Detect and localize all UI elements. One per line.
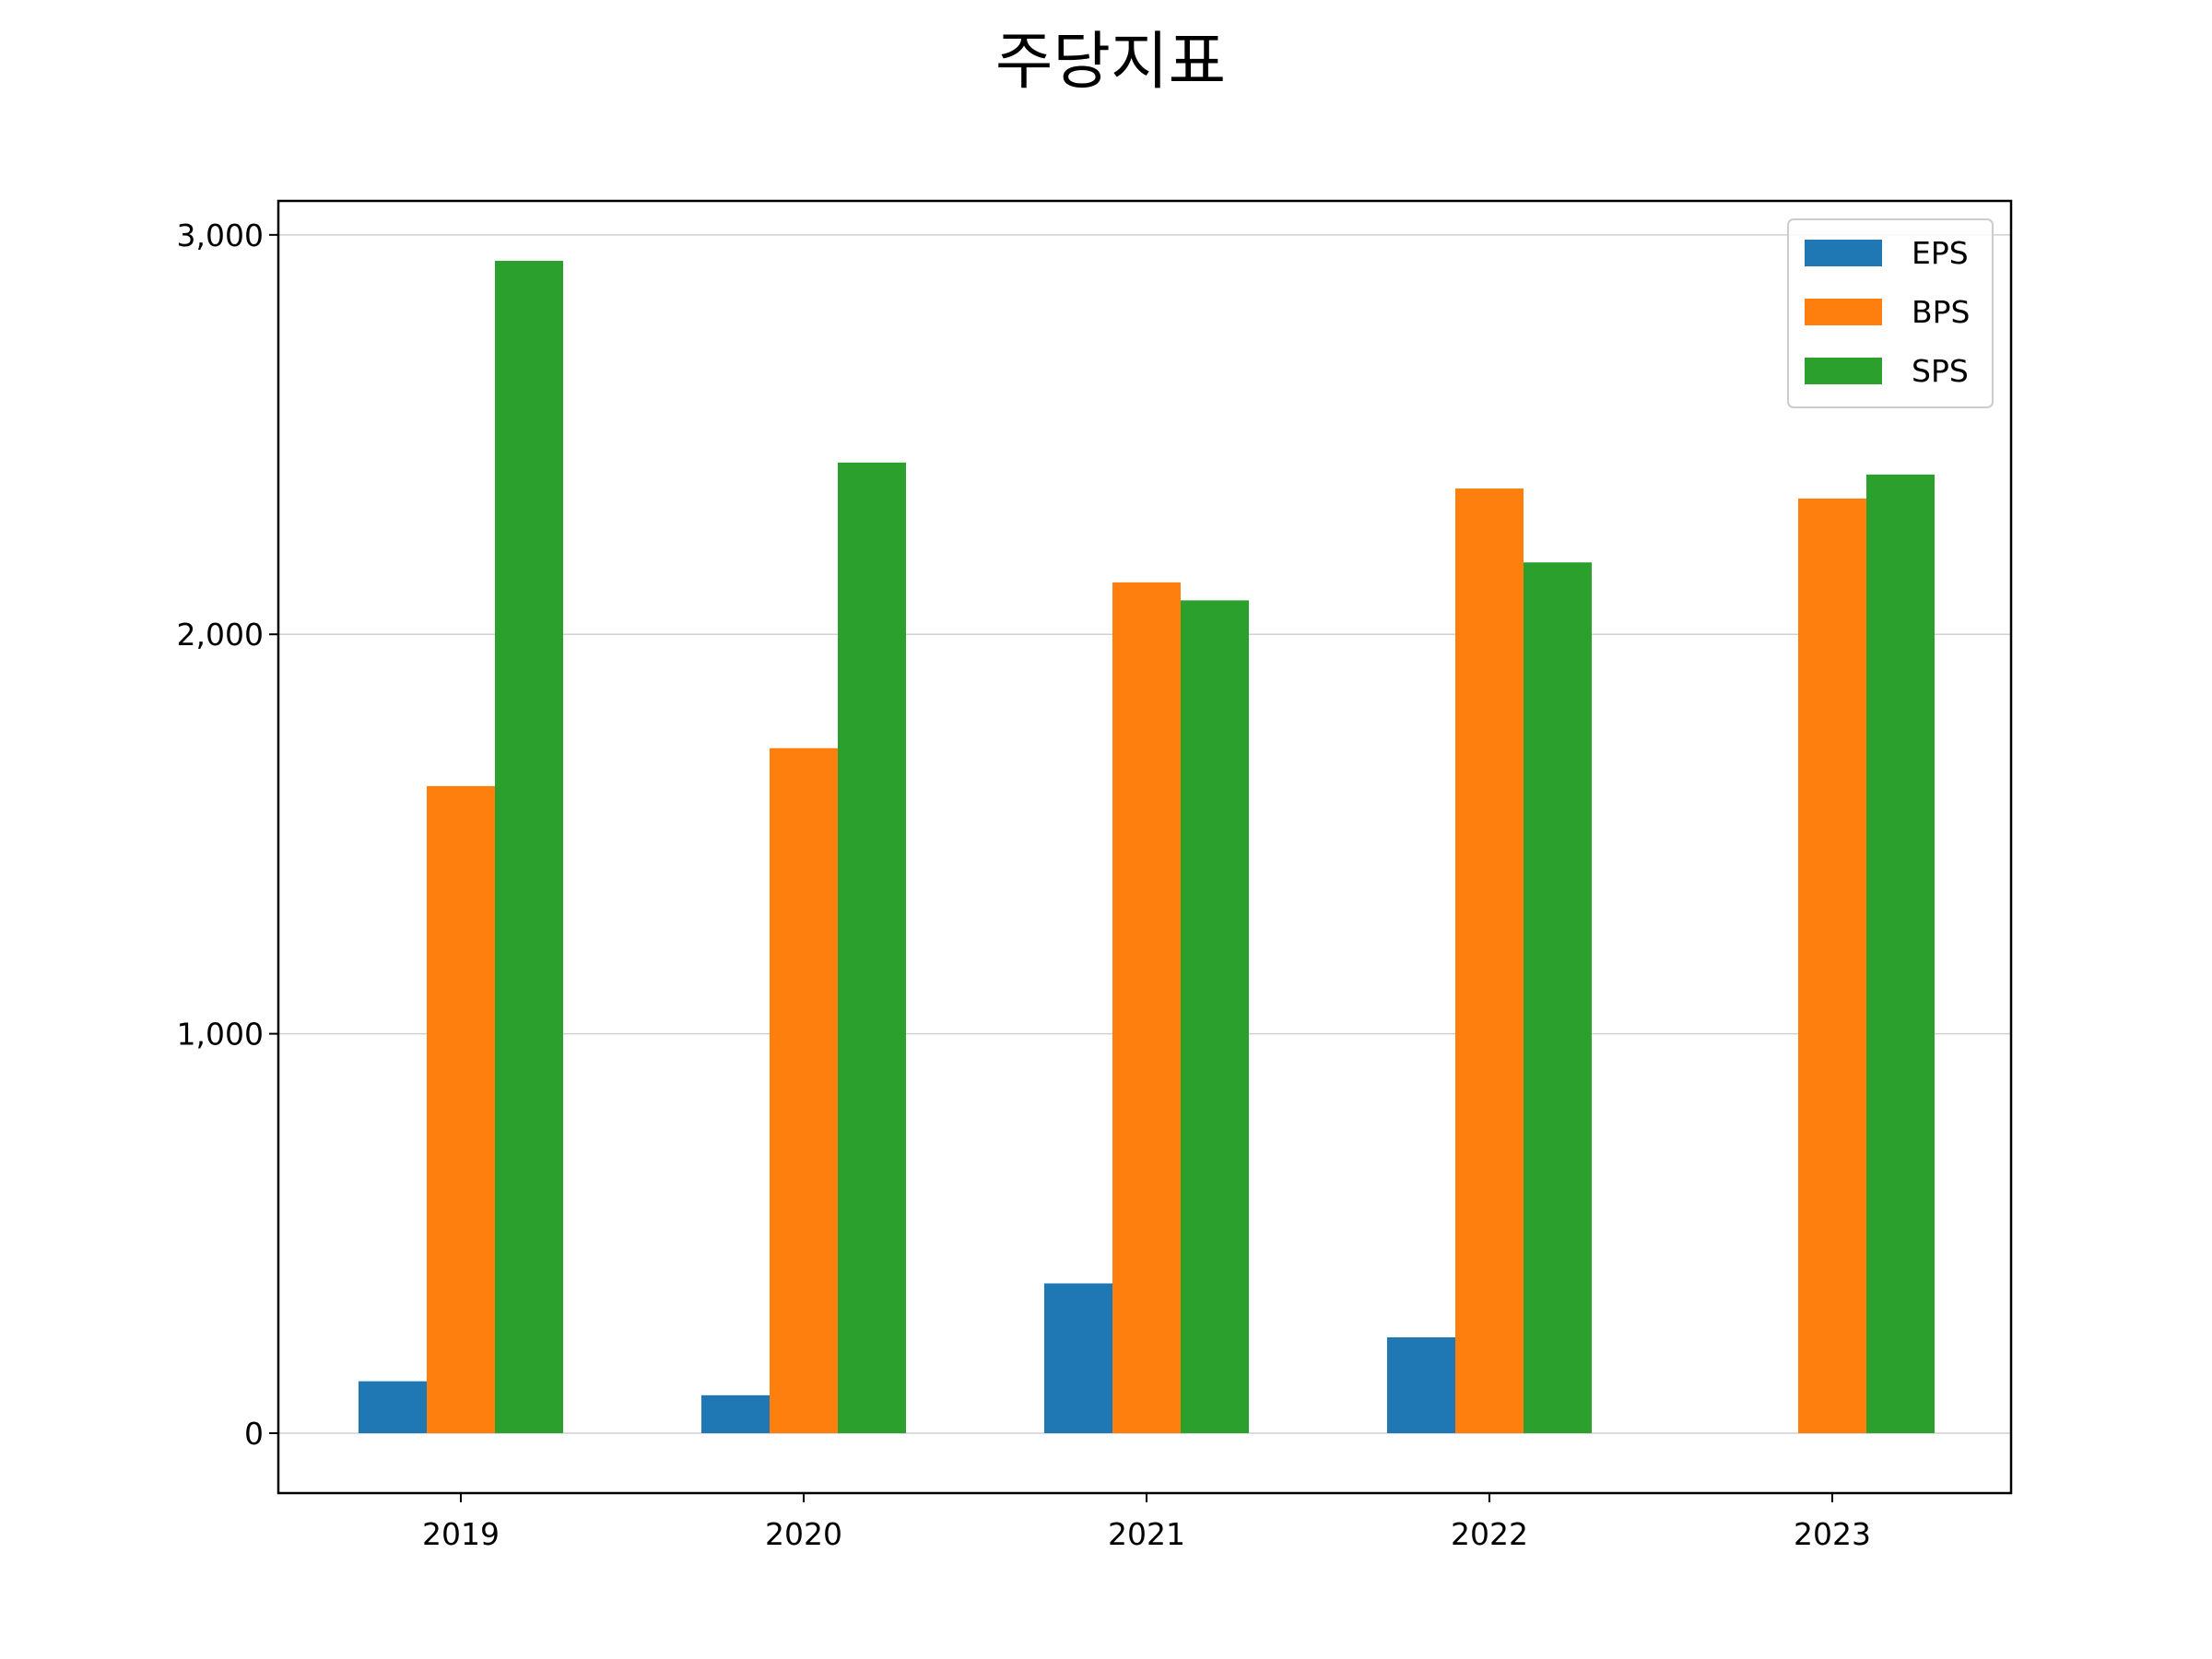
legend-swatch-bps — [1805, 299, 1882, 325]
y-tick-label: 1,000 — [177, 1017, 264, 1053]
bar-sps-2023 — [1866, 474, 1935, 1433]
bar-eps-2020 — [701, 1394, 770, 1433]
x-tick-label: 2020 — [765, 1516, 842, 1552]
y-tick-label: 0 — [244, 1416, 264, 1452]
x-tick-label: 2022 — [1451, 1516, 1528, 1552]
x-axis: 2019 2020 2021 2022 2023 — [422, 1493, 1871, 1552]
bar-sps-2022 — [1524, 562, 1592, 1433]
bar-bps-2020 — [770, 747, 838, 1433]
legend-label-eps: EPS — [1912, 235, 1969, 271]
plot-frame — [276, 199, 2013, 1495]
bar-sps-2020 — [838, 462, 906, 1433]
legend-swatch-sps — [1805, 358, 1882, 384]
y-axis: 0 1,000 2,000 3,000 — [177, 218, 278, 1452]
y-tick-label: 3,000 — [177, 218, 264, 253]
x-tick-label: 2021 — [1108, 1516, 1185, 1552]
x-tick-label: 2019 — [422, 1516, 500, 1552]
x-tick-label: 2023 — [1794, 1516, 1871, 1552]
bar-bps-2023 — [1798, 498, 1866, 1433]
bar-eps-2022 — [1387, 1336, 1455, 1433]
chart-title: 주당지표 — [995, 26, 1226, 99]
y-tick-label: 2,000 — [177, 617, 264, 653]
bar-eps-2021 — [1044, 1283, 1112, 1433]
bar-bps-2021 — [1112, 582, 1181, 1433]
bar-sps-2021 — [1181, 600, 1249, 1433]
legend-swatch-eps — [1805, 240, 1882, 266]
bars — [359, 261, 1935, 1433]
bar-sps-2019 — [495, 261, 563, 1433]
bar-bps-2022 — [1455, 488, 1524, 1433]
bar-bps-2019 — [427, 785, 495, 1433]
legend-label-bps: BPS — [1912, 294, 1971, 330]
legend-label-sps: SPS — [1912, 353, 1969, 389]
legend: EPS BPS SPS — [1787, 218, 1994, 408]
bar-eps-2019 — [359, 1381, 427, 1433]
